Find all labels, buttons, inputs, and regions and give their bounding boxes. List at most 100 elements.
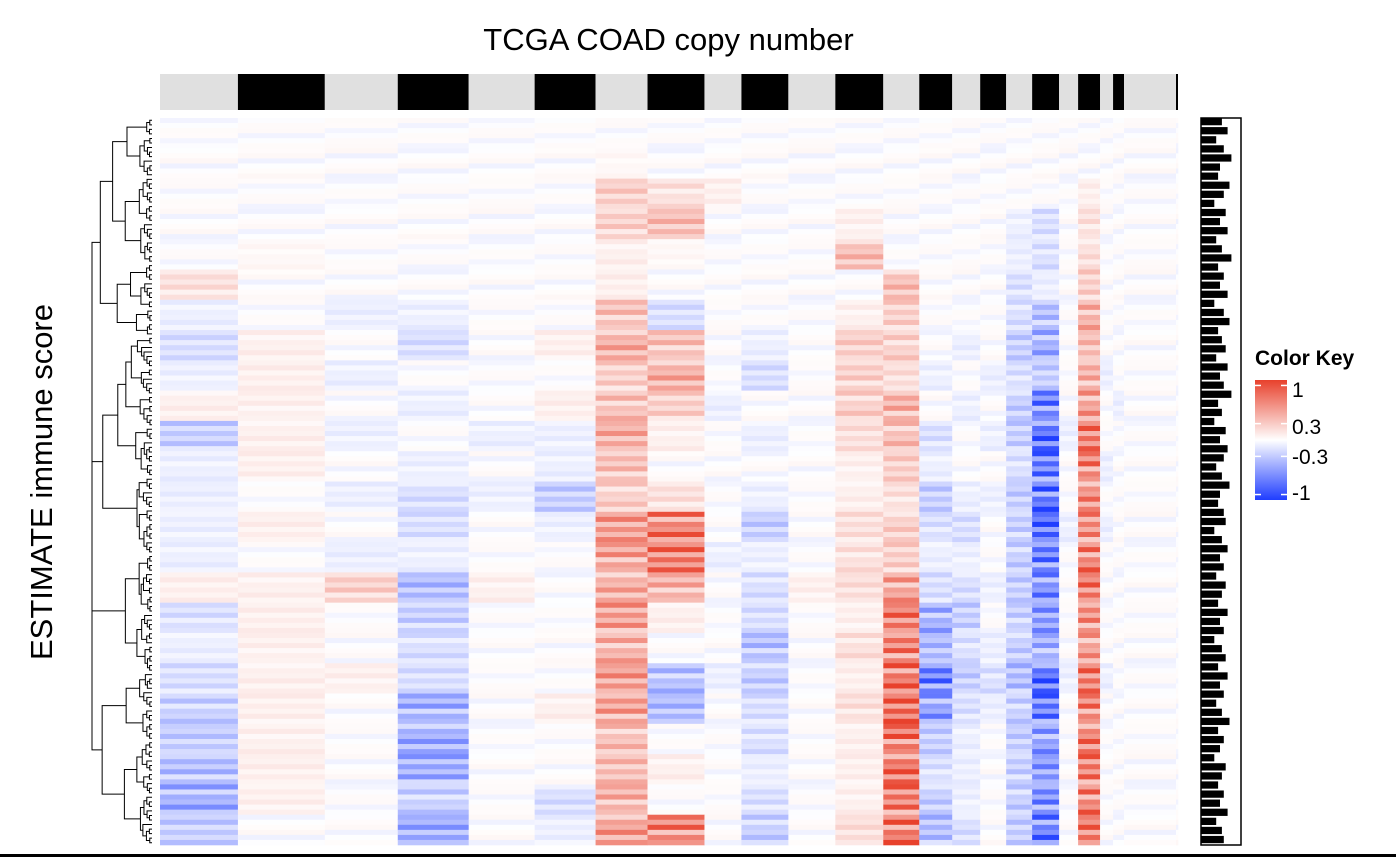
heatmap-cell (952, 466, 981, 472)
heatmap-cell (788, 420, 836, 427)
heatmap-cell (788, 537, 836, 543)
heatmap-cell (883, 158, 920, 164)
heatmap-cell (595, 420, 648, 427)
dendrogram-branch (125, 361, 141, 408)
heatmap-cell (883, 229, 920, 235)
heatmap-cell (1100, 415, 1114, 422)
heatmap-cell (883, 173, 920, 179)
immune-score-bar (1201, 681, 1220, 689)
heatmap-cell (237, 395, 326, 402)
heatmap-cell (595, 703, 648, 709)
heatmap-cell (835, 744, 884, 750)
heatmap-cell (397, 693, 469, 699)
heatmap-cell (324, 577, 399, 583)
heatmap-cell (1059, 521, 1079, 528)
heatmap-cell (1059, 193, 1079, 200)
heatmap-cell (324, 723, 399, 730)
heatmap-cell (883, 309, 920, 316)
heatmap-cell (1124, 648, 1177, 654)
heatmap-cell (237, 501, 326, 508)
heatmap-cell (397, 673, 469, 679)
heatmap-cell (468, 370, 535, 376)
heatmap-cell (704, 521, 742, 528)
heatmap-cell (1124, 350, 1177, 356)
dendrogram-branch (145, 744, 150, 755)
heatmap-cell (647, 304, 705, 311)
heatmap-cell (1078, 516, 1101, 523)
heatmap-cell (237, 688, 326, 694)
heatmap-cell (1078, 506, 1101, 513)
heatmap-cell (1059, 456, 1079, 462)
heatmap-cell (919, 385, 953, 391)
heatmap-cell (1100, 314, 1114, 321)
heatmap-cell (534, 279, 596, 285)
heatmap-cell (647, 552, 705, 558)
heatmap-cell (835, 128, 884, 134)
heatmap-cell (1176, 163, 1179, 169)
chromosome-Y-segment (1176, 74, 1178, 110)
heatmap-cell (595, 597, 648, 603)
heatmap-cell (952, 809, 981, 816)
heatmap-cell (1176, 749, 1179, 755)
heatmap-cell (919, 774, 953, 780)
heatmap-cell (952, 249, 981, 255)
heatmap-cell (835, 173, 884, 179)
heatmap-cell (1100, 400, 1114, 407)
heatmap-cell (324, 794, 399, 800)
immune-score-bar (1201, 190, 1224, 198)
heatmap-cell (397, 188, 469, 195)
immune-score-bar (1201, 463, 1217, 471)
heatmap-cell (883, 612, 920, 619)
heatmap-cell (704, 713, 742, 720)
heatmap-cell (1059, 436, 1079, 442)
heatmap-cell (534, 557, 596, 563)
heatmap-cell (1113, 431, 1125, 437)
heatmap-cell (324, 229, 399, 235)
heatmap-cell (397, 415, 469, 422)
heatmap-cell (1078, 759, 1101, 765)
heatmap-cell (1124, 436, 1177, 442)
heatmap-cell (788, 370, 836, 376)
heatmap-cell (883, 471, 920, 477)
heatmap-cell (595, 284, 648, 290)
heatmap-cell (1176, 663, 1179, 669)
heatmap-cell (980, 829, 1007, 836)
heatmap-cell (788, 804, 836, 810)
heatmap-cell (704, 577, 742, 583)
heatmap-cell (835, 466, 884, 472)
heatmap-cell (704, 441, 742, 447)
heatmap-cell (788, 597, 836, 603)
heatmap-cell (1124, 754, 1177, 760)
heatmap-cell (1059, 153, 1079, 159)
heatmap-cell (883, 683, 920, 689)
heatmap-cell (237, 193, 326, 200)
immune-score-bar (1201, 408, 1222, 417)
heatmap-cell (1078, 244, 1101, 250)
heatmap-cell (534, 511, 596, 518)
heatmap-cell (883, 567, 920, 573)
heatmap-cell (835, 653, 884, 659)
heatmap-cell (1124, 259, 1177, 265)
dendrogram-branch (148, 715, 152, 721)
heatmap-cell (237, 486, 326, 492)
heatmap-cell (1124, 552, 1177, 558)
heatmap-cell (1032, 375, 1060, 381)
dendrogram-branch (144, 649, 150, 664)
heatmap-cell (647, 622, 705, 629)
dendrogram-branch (144, 615, 152, 624)
heatmap-cell (1006, 451, 1033, 457)
heatmap-cell (237, 784, 326, 790)
heatmap-cell (324, 572, 399, 578)
heatmap-cell (788, 754, 836, 760)
heatmap-cell (324, 355, 399, 361)
heatmap-cell (952, 234, 981, 240)
heatmap-cell (1059, 698, 1079, 704)
heatmap-cell (1006, 693, 1033, 699)
immune-score-bar (1201, 236, 1217, 244)
heatmap-cell (1059, 658, 1079, 664)
heatmap-cell (980, 123, 1007, 129)
heatmap-cell (1100, 299, 1114, 306)
heatmap-cell (1100, 168, 1114, 174)
heatmap-cell (534, 345, 596, 351)
heatmap-cell (324, 350, 399, 356)
